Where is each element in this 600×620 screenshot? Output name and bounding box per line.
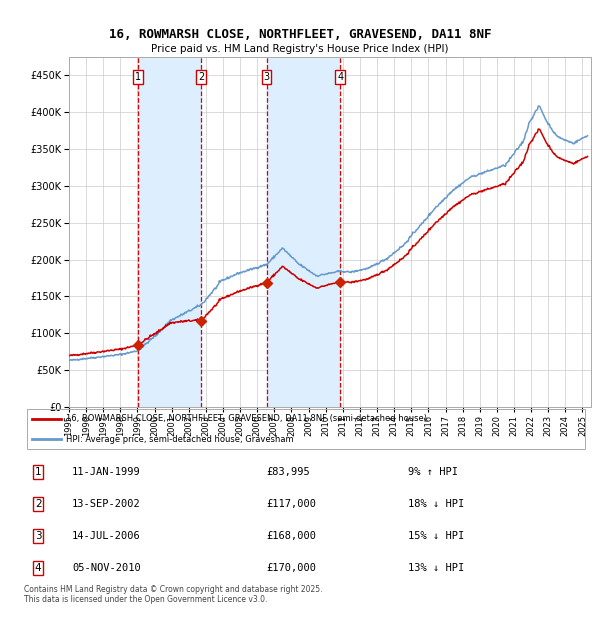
Text: £117,000: £117,000: [266, 498, 317, 508]
Text: Price paid vs. HM Land Registry's House Price Index (HPI): Price paid vs. HM Land Registry's House …: [151, 44, 449, 54]
Text: £168,000: £168,000: [266, 531, 317, 541]
Text: 14-JUL-2006: 14-JUL-2006: [72, 531, 140, 541]
Text: 15% ↓ HPI: 15% ↓ HPI: [407, 531, 464, 541]
Text: 2: 2: [35, 498, 41, 508]
Text: 3: 3: [35, 531, 41, 541]
Text: £83,995: £83,995: [266, 467, 310, 477]
Text: 13-SEP-2002: 13-SEP-2002: [72, 498, 140, 508]
Text: 16, ROWMARSH CLOSE, NORTHFLEET, GRAVESEND, DA11 8NF (semi-detached house): 16, ROWMARSH CLOSE, NORTHFLEET, GRAVESEN…: [66, 414, 427, 423]
Text: 05-NOV-2010: 05-NOV-2010: [72, 563, 140, 573]
Text: 9% ↑ HPI: 9% ↑ HPI: [407, 467, 458, 477]
Bar: [266, 57, 340, 407]
Text: 3: 3: [263, 72, 269, 82]
Text: HPI: Average price, semi-detached house, Gravesham: HPI: Average price, semi-detached house,…: [66, 435, 294, 443]
Text: £170,000: £170,000: [266, 563, 317, 573]
Text: 16, ROWMARSH CLOSE, NORTHFLEET, GRAVESEND, DA11 8NF: 16, ROWMARSH CLOSE, NORTHFLEET, GRAVESEN…: [109, 28, 491, 41]
Text: 11-JAN-1999: 11-JAN-1999: [72, 467, 140, 477]
Text: Contains HM Land Registry data © Crown copyright and database right 2025.
This d: Contains HM Land Registry data © Crown c…: [24, 585, 323, 604]
Text: 1: 1: [135, 72, 141, 82]
Text: 18% ↓ HPI: 18% ↓ HPI: [407, 498, 464, 508]
Bar: [138, 57, 201, 407]
Text: 13% ↓ HPI: 13% ↓ HPI: [407, 563, 464, 573]
Text: 4: 4: [35, 563, 41, 573]
Text: 1: 1: [35, 467, 41, 477]
Text: 2: 2: [198, 72, 204, 82]
Text: 4: 4: [337, 72, 343, 82]
